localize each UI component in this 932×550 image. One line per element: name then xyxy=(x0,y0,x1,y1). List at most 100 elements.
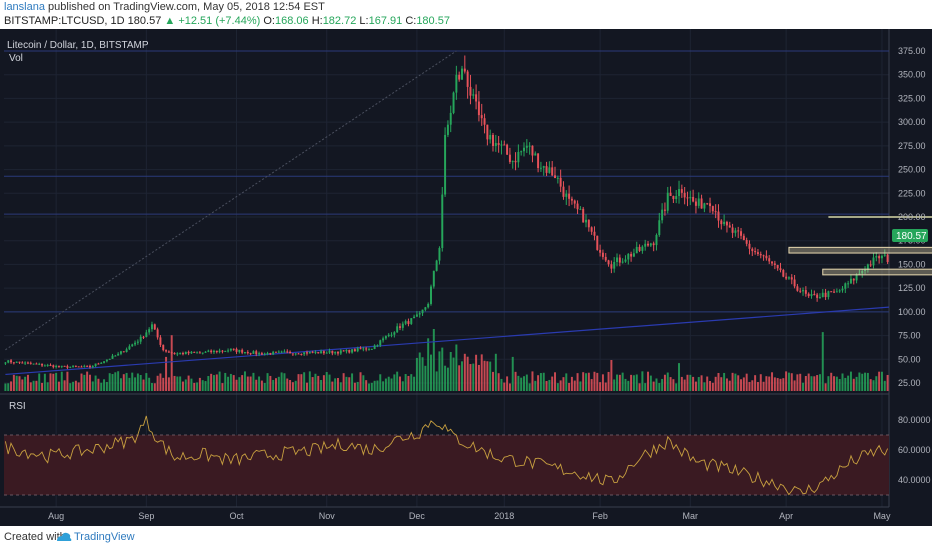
time-tick-label: Mar xyxy=(683,511,699,521)
volume-bar xyxy=(308,371,311,391)
candle-body xyxy=(576,203,579,210)
volume-bar xyxy=(455,344,458,391)
time-tick-label: Sep xyxy=(138,511,154,521)
candle-body xyxy=(469,86,472,96)
volume-bar xyxy=(458,365,461,391)
volume-bar xyxy=(779,378,782,391)
volume-bar xyxy=(508,383,511,391)
volume-bar xyxy=(83,374,86,391)
volume-bar xyxy=(751,380,754,391)
candle-body xyxy=(238,349,241,352)
volume-bar xyxy=(858,372,861,391)
volume-bar xyxy=(283,373,286,391)
candle-body xyxy=(184,351,187,355)
candle-body xyxy=(835,291,838,293)
volume-bar xyxy=(435,371,438,391)
candle-body xyxy=(300,354,303,356)
candle-body xyxy=(680,189,683,193)
volume-bar xyxy=(277,376,280,391)
volume-bar xyxy=(796,374,799,391)
candle-body xyxy=(855,274,858,281)
candle-body xyxy=(438,248,441,261)
volume-bar xyxy=(356,381,359,391)
candle-body xyxy=(60,365,63,367)
candle-body xyxy=(359,348,362,350)
time-axis[interactable]: AugSepOctNovDec2018FebMarAprMayJunJulAug xyxy=(48,511,932,521)
candle-body xyxy=(165,350,168,352)
price-axis[interactable]: 375.00 350.00 325.00 300.00 275.00 250.00 225.… xyxy=(898,46,926,388)
volume-bar xyxy=(534,380,537,391)
volume-bar xyxy=(630,374,633,391)
created-with-text: Created with xyxy=(4,531,66,543)
candle-body xyxy=(249,353,252,355)
candle-body xyxy=(585,219,588,223)
candle-body xyxy=(748,243,751,249)
volume-bar xyxy=(466,356,469,391)
candle-body xyxy=(816,294,819,298)
volume-bar xyxy=(883,380,886,391)
volume-bar xyxy=(43,373,46,391)
rsi-axis[interactable]: 80.0000 60.0000 40.0000 xyxy=(898,415,931,485)
candle-body xyxy=(717,211,720,221)
candle-body xyxy=(83,365,86,367)
candle-body xyxy=(111,355,114,359)
volume-bar xyxy=(661,378,664,391)
volume-bar xyxy=(331,381,334,391)
candle-body xyxy=(325,352,328,354)
candle-body xyxy=(29,362,32,364)
volume-bar xyxy=(771,372,774,391)
volume-bar xyxy=(401,381,404,391)
rsi-label: RSI xyxy=(9,401,26,412)
volume-bar xyxy=(122,374,125,391)
volume-bar xyxy=(714,376,717,391)
close-label: C: xyxy=(405,15,417,27)
candle-body xyxy=(508,154,511,162)
time-tick-label: Nov xyxy=(319,511,336,521)
candle-body xyxy=(142,336,145,338)
tradingview-logo-icon xyxy=(57,532,72,541)
volume-bar xyxy=(477,364,480,391)
volume-bar xyxy=(322,375,325,391)
chart-canvas[interactable]: 375.00 350.00 325.00 300.00 275.00 250.00 225.… xyxy=(0,29,932,526)
volume-bar xyxy=(562,377,565,391)
volume-bar xyxy=(816,375,819,391)
price-tick-label: 125.00 xyxy=(898,283,926,293)
candle-body xyxy=(88,365,91,368)
candle-body xyxy=(641,246,644,251)
volume-bar xyxy=(227,376,230,391)
symbol-label: BITSTAMP:LTCUSD, 1D xyxy=(4,15,125,27)
candle-body xyxy=(63,365,66,367)
volume-bar xyxy=(441,347,444,391)
candle-body xyxy=(635,246,638,254)
volume-bar xyxy=(370,382,373,391)
candle-body xyxy=(833,291,836,293)
candle-body xyxy=(492,134,494,146)
candle-body xyxy=(790,277,793,280)
author-link[interactable]: lanslana xyxy=(4,1,45,13)
candle-body xyxy=(570,198,573,201)
volume-bar xyxy=(407,375,410,391)
candle-body xyxy=(807,293,810,297)
candle-body xyxy=(697,198,700,206)
candle-body xyxy=(486,124,489,140)
volume-bar xyxy=(694,381,697,391)
volume-bar xyxy=(734,373,737,391)
last-price: 180.57 xyxy=(127,15,162,27)
volume-bar xyxy=(424,365,427,391)
volume-bar xyxy=(700,375,703,391)
volume-bar xyxy=(103,379,106,391)
volume-bar xyxy=(210,373,213,391)
volume-bar xyxy=(218,371,221,391)
tradingview-link[interactable]: TradingView xyxy=(74,531,135,543)
candle-body xyxy=(582,208,585,223)
candle-body xyxy=(579,208,582,210)
candle-body xyxy=(258,353,261,355)
candle-body xyxy=(762,255,765,257)
volume-bar xyxy=(413,376,416,391)
time-tick-label: Oct xyxy=(230,511,245,521)
volume-bar xyxy=(21,379,24,391)
candle-body xyxy=(187,351,190,354)
candle-body xyxy=(531,145,534,156)
volume-bar xyxy=(269,375,272,391)
volume-bar xyxy=(706,376,709,391)
